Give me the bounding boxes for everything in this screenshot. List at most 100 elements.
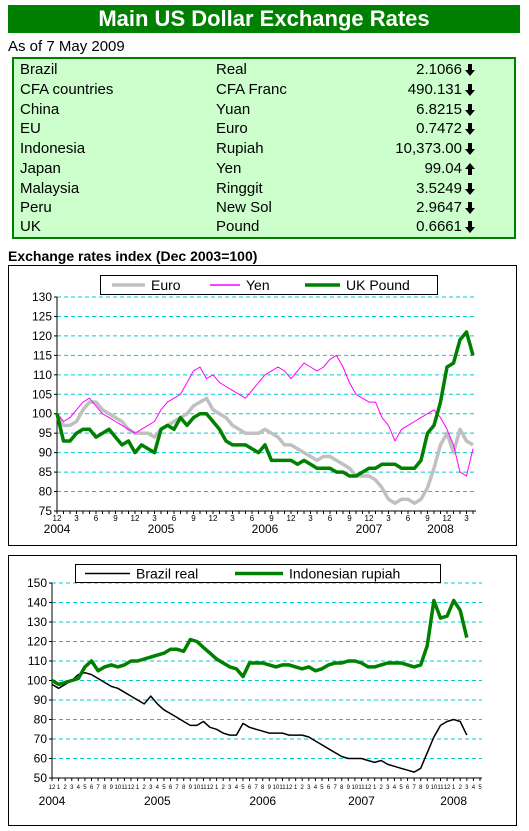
year-label: 2005 — [148, 522, 175, 536]
currency: Ringgit — [216, 180, 263, 197]
x-tick-label: 5 — [399, 785, 403, 791]
x-tick-label: 12 — [53, 514, 62, 523]
x-tick-label: 6 — [90, 785, 94, 791]
x-tick-label: 9 — [113, 514, 118, 523]
x-tick-label: 5 — [320, 785, 324, 791]
x-tick-label: 3 — [465, 785, 469, 791]
down-arrow — [465, 202, 475, 214]
x-tick-label: 6 — [328, 514, 333, 523]
year-label: 2005 — [144, 794, 171, 808]
x-tick-label: 3 — [149, 785, 153, 791]
series-line — [51, 671, 468, 773]
y-tick-label: 125 — [32, 309, 52, 323]
x-tick-label: 6 — [169, 785, 173, 791]
legend-label: Euro — [151, 277, 181, 293]
table-row: UK Pound 0.6661 — [14, 217, 514, 237]
x-tick-label: 7 — [175, 785, 179, 791]
x-tick-label: 12 — [128, 785, 135, 791]
series-line — [51, 598, 469, 687]
table-row: Malaysia Ringgit 3.5249 — [14, 179, 514, 199]
x-tick-label: 7 — [254, 785, 258, 791]
chart-frame — [8, 555, 517, 826]
y-tick-label: 95 — [39, 426, 53, 440]
currency: Real — [216, 61, 247, 78]
rate: 3.5249 — [416, 180, 462, 197]
down-arrow — [465, 143, 475, 155]
x-tick-label: 1 — [452, 785, 456, 791]
x-tick-label: 2 — [459, 785, 463, 791]
year-label: 2008 — [440, 794, 467, 808]
x-tick-label: 1 — [294, 785, 298, 791]
y-tick-label: 85 — [39, 465, 53, 479]
x-tick-label: 6 — [250, 514, 255, 523]
chart-frame — [8, 265, 517, 546]
x-tick-label: 8 — [103, 785, 107, 791]
x-tick-label: 9 — [347, 514, 352, 523]
x-tick-label: 7 — [333, 785, 337, 791]
y-tick-label: 70 — [34, 732, 48, 746]
rate: 0.6661 — [416, 218, 462, 235]
y-tick-label: 105 — [32, 387, 52, 401]
x-tick-label: 11 — [121, 785, 128, 791]
series-line — [55, 330, 475, 478]
table-row: EU Euro 0.7472 — [14, 119, 514, 139]
x-tick-label: 6 — [172, 514, 177, 523]
y-tick-label: 130 — [32, 290, 52, 304]
x-tick-label: 5 — [83, 785, 87, 791]
country: Brazil — [20, 61, 58, 78]
title-banner: Main US Dollar Exchange Rates — [8, 5, 520, 33]
x-tick-label: 6 — [94, 514, 99, 523]
chart-title: Exchange rates index (Dec 2003=100) — [8, 248, 258, 264]
x-tick-label: 9 — [269, 514, 274, 523]
x-tick-label: 10 — [273, 785, 280, 791]
x-tick-label: 3 — [308, 514, 313, 523]
y-tick-label: 150 — [27, 576, 47, 590]
x-tick-label: 12 — [365, 785, 372, 791]
x-tick-label: 2 — [380, 785, 384, 791]
legend-box — [100, 275, 438, 295]
x-tick-label: 8 — [182, 785, 186, 791]
x-tick-label: 11 — [358, 785, 365, 791]
country: Peru — [20, 199, 52, 216]
x-tick-label: 10 — [194, 785, 201, 791]
x-tick-label: 4 — [156, 785, 160, 791]
x-tick-label: 9 — [268, 785, 272, 791]
x-tick-label: 9 — [347, 785, 351, 791]
x-tick-label: 4 — [314, 785, 318, 791]
currency: New Sol — [216, 199, 272, 216]
x-tick-label: 2 — [63, 785, 67, 791]
series-line — [56, 354, 474, 477]
rate: 2.9647 — [416, 199, 462, 216]
year-label: 2008 — [427, 522, 454, 536]
year-label: 2007 — [348, 794, 375, 808]
x-tick-label: 5 — [162, 785, 166, 791]
x-tick-label: 3 — [386, 514, 391, 523]
x-tick-label: 12 — [444, 785, 451, 791]
x-tick-label: 2 — [143, 785, 147, 791]
x-tick-label: 1 — [373, 785, 377, 791]
y-tick-label: 90 — [39, 446, 53, 460]
x-tick-label: 4 — [235, 785, 239, 791]
x-tick-label: 1 — [136, 785, 140, 791]
x-tick-label: 8 — [261, 785, 265, 791]
y-tick-label: 120 — [27, 635, 47, 649]
table-row: Japan Yen 99.04 — [14, 159, 514, 179]
y-tick-label: 50 — [34, 771, 48, 785]
series-line — [55, 396, 474, 505]
x-tick-label: 1 — [215, 785, 219, 791]
x-tick-label: 9 — [191, 514, 196, 523]
y-tick-label: 140 — [27, 596, 47, 610]
y-tick-label: 110 — [33, 368, 52, 382]
y-tick-label: 90 — [34, 693, 48, 707]
legend-box — [75, 564, 441, 583]
x-tick-label: 10 — [115, 785, 122, 791]
currency: Yen — [216, 160, 242, 177]
y-tick-label: 110 — [28, 654, 47, 668]
x-tick-label: 12 — [443, 514, 452, 523]
x-tick-label: 4 — [393, 785, 397, 791]
currency: CFA Franc — [216, 81, 287, 98]
x-tick-label: 7 — [96, 785, 100, 791]
country: Malaysia — [20, 180, 80, 197]
rate: 2.1066 — [416, 61, 462, 78]
legend-label: Indonesian rupiah — [289, 566, 400, 582]
